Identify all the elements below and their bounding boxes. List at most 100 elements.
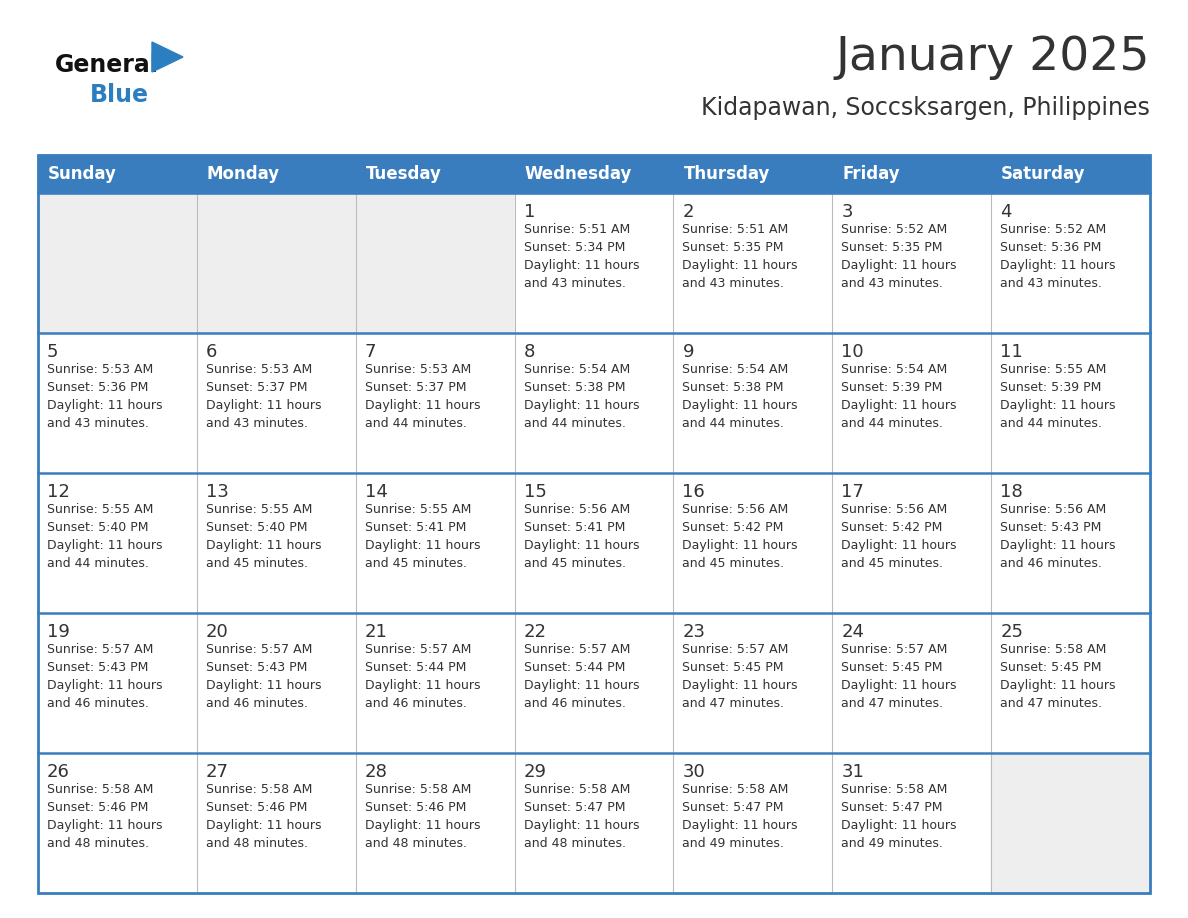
Text: and 47 minutes.: and 47 minutes. <box>1000 697 1102 710</box>
Text: Daylight: 11 hours: Daylight: 11 hours <box>206 819 322 832</box>
Text: Sunrise: 5:55 AM: Sunrise: 5:55 AM <box>1000 363 1106 376</box>
Text: Daylight: 11 hours: Daylight: 11 hours <box>524 399 639 412</box>
Text: Sunrise: 5:53 AM: Sunrise: 5:53 AM <box>206 363 312 376</box>
Text: Sunday: Sunday <box>48 165 116 183</box>
Text: Daylight: 11 hours: Daylight: 11 hours <box>365 679 480 692</box>
Text: Daylight: 11 hours: Daylight: 11 hours <box>1000 259 1116 272</box>
Text: 14: 14 <box>365 483 387 501</box>
Text: Sunset: 5:35 PM: Sunset: 5:35 PM <box>682 241 784 254</box>
Text: and 44 minutes.: and 44 minutes. <box>524 417 625 430</box>
Text: and 44 minutes.: and 44 minutes. <box>682 417 784 430</box>
Text: 22: 22 <box>524 623 546 641</box>
Text: Sunrise: 5:55 AM: Sunrise: 5:55 AM <box>48 503 153 516</box>
Text: Sunset: 5:38 PM: Sunset: 5:38 PM <box>682 381 784 394</box>
Text: Sunrise: 5:58 AM: Sunrise: 5:58 AM <box>48 783 153 796</box>
Text: Sunrise: 5:56 AM: Sunrise: 5:56 AM <box>841 503 948 516</box>
Text: Sunrise: 5:58 AM: Sunrise: 5:58 AM <box>682 783 789 796</box>
Text: Sunset: 5:41 PM: Sunset: 5:41 PM <box>365 521 466 534</box>
Text: Sunset: 5:46 PM: Sunset: 5:46 PM <box>206 801 308 814</box>
Text: Sunset: 5:42 PM: Sunset: 5:42 PM <box>682 521 784 534</box>
Text: Daylight: 11 hours: Daylight: 11 hours <box>48 399 163 412</box>
Text: January 2025: January 2025 <box>835 36 1150 81</box>
Text: 27: 27 <box>206 763 229 781</box>
Bar <box>38 473 197 613</box>
Bar <box>833 473 991 613</box>
Text: and 44 minutes.: and 44 minutes. <box>1000 417 1102 430</box>
Text: Sunset: 5:44 PM: Sunset: 5:44 PM <box>365 661 466 674</box>
Text: 13: 13 <box>206 483 229 501</box>
Text: Sunrise: 5:52 AM: Sunrise: 5:52 AM <box>1000 223 1106 236</box>
Text: 15: 15 <box>524 483 546 501</box>
Text: and 48 minutes.: and 48 minutes. <box>48 837 148 850</box>
Text: Daylight: 11 hours: Daylight: 11 hours <box>206 679 322 692</box>
Text: Daylight: 11 hours: Daylight: 11 hours <box>48 679 163 692</box>
Bar <box>674 193 833 333</box>
Text: Daylight: 11 hours: Daylight: 11 hours <box>682 259 798 272</box>
Text: Sunset: 5:47 PM: Sunset: 5:47 PM <box>841 801 943 814</box>
Bar <box>355 333 514 473</box>
Bar <box>514 473 674 613</box>
Text: Sunrise: 5:56 AM: Sunrise: 5:56 AM <box>524 503 630 516</box>
Text: Sunrise: 5:58 AM: Sunrise: 5:58 AM <box>1000 643 1106 656</box>
Text: Daylight: 11 hours: Daylight: 11 hours <box>841 539 956 552</box>
Text: Kidapawan, Soccsksargen, Philippines: Kidapawan, Soccsksargen, Philippines <box>701 96 1150 120</box>
Text: 25: 25 <box>1000 623 1023 641</box>
Text: 31: 31 <box>841 763 864 781</box>
Text: and 45 minutes.: and 45 minutes. <box>365 557 467 570</box>
Text: 24: 24 <box>841 623 865 641</box>
Text: Sunrise: 5:57 AM: Sunrise: 5:57 AM <box>524 643 630 656</box>
Text: 10: 10 <box>841 343 864 361</box>
Text: and 45 minutes.: and 45 minutes. <box>682 557 784 570</box>
Text: Sunset: 5:45 PM: Sunset: 5:45 PM <box>682 661 784 674</box>
Text: 5: 5 <box>48 343 58 361</box>
Text: Wednesday: Wednesday <box>525 165 632 183</box>
Text: 8: 8 <box>524 343 535 361</box>
Text: and 45 minutes.: and 45 minutes. <box>206 557 308 570</box>
Bar <box>355 473 514 613</box>
Bar <box>355 613 514 753</box>
Bar <box>197 473 355 613</box>
Text: Daylight: 11 hours: Daylight: 11 hours <box>1000 679 1116 692</box>
Text: 6: 6 <box>206 343 217 361</box>
Text: Sunset: 5:43 PM: Sunset: 5:43 PM <box>206 661 308 674</box>
Text: 23: 23 <box>682 623 706 641</box>
Text: Daylight: 11 hours: Daylight: 11 hours <box>524 539 639 552</box>
Text: and 47 minutes.: and 47 minutes. <box>682 697 784 710</box>
Text: Sunrise: 5:53 AM: Sunrise: 5:53 AM <box>48 363 153 376</box>
Text: Daylight: 11 hours: Daylight: 11 hours <box>48 819 163 832</box>
Bar <box>674 753 833 893</box>
Bar <box>514 613 674 753</box>
Text: Sunrise: 5:51 AM: Sunrise: 5:51 AM <box>524 223 630 236</box>
Text: Sunrise: 5:56 AM: Sunrise: 5:56 AM <box>1000 503 1106 516</box>
Bar <box>514 333 674 473</box>
Text: and 49 minutes.: and 49 minutes. <box>841 837 943 850</box>
Text: Sunset: 5:36 PM: Sunset: 5:36 PM <box>1000 241 1101 254</box>
Text: Sunrise: 5:57 AM: Sunrise: 5:57 AM <box>841 643 948 656</box>
Bar <box>38 193 197 333</box>
Text: Daylight: 11 hours: Daylight: 11 hours <box>206 399 322 412</box>
Bar <box>991 613 1150 753</box>
Text: Sunset: 5:41 PM: Sunset: 5:41 PM <box>524 521 625 534</box>
Text: Daylight: 11 hours: Daylight: 11 hours <box>841 819 956 832</box>
Text: Sunset: 5:37 PM: Sunset: 5:37 PM <box>365 381 466 394</box>
Text: 7: 7 <box>365 343 377 361</box>
Text: 20: 20 <box>206 623 228 641</box>
Text: Sunrise: 5:55 AM: Sunrise: 5:55 AM <box>365 503 472 516</box>
Text: and 45 minutes.: and 45 minutes. <box>524 557 626 570</box>
Text: Sunset: 5:38 PM: Sunset: 5:38 PM <box>524 381 625 394</box>
Text: Daylight: 11 hours: Daylight: 11 hours <box>365 539 480 552</box>
Text: Sunset: 5:43 PM: Sunset: 5:43 PM <box>1000 521 1101 534</box>
Text: 19: 19 <box>48 623 70 641</box>
Text: and 43 minutes.: and 43 minutes. <box>682 277 784 290</box>
Text: Daylight: 11 hours: Daylight: 11 hours <box>682 399 798 412</box>
Text: 12: 12 <box>48 483 70 501</box>
Text: Sunrise: 5:57 AM: Sunrise: 5:57 AM <box>365 643 472 656</box>
Text: and 43 minutes.: and 43 minutes. <box>48 417 148 430</box>
Text: Sunrise: 5:58 AM: Sunrise: 5:58 AM <box>206 783 312 796</box>
Text: Sunset: 5:36 PM: Sunset: 5:36 PM <box>48 381 148 394</box>
Bar <box>197 333 355 473</box>
Text: Sunrise: 5:57 AM: Sunrise: 5:57 AM <box>682 643 789 656</box>
Text: Tuesday: Tuesday <box>366 165 442 183</box>
Bar <box>38 155 1150 193</box>
Text: and 43 minutes.: and 43 minutes. <box>524 277 625 290</box>
